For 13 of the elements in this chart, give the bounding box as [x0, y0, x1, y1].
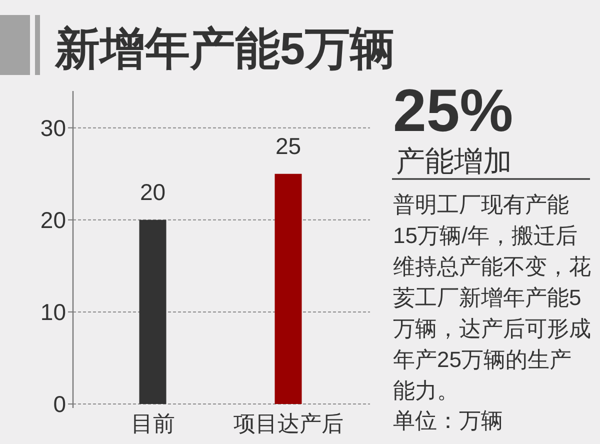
x-tick-label: 项目达产后 [233, 411, 344, 436]
y-tick-label: 30 [40, 114, 66, 141]
y-tick-label: 20 [40, 206, 66, 233]
text: 单位：万辆 [393, 408, 503, 433]
y-tick-label: 10 [40, 298, 66, 325]
x-tick-label: 目前 [130, 411, 175, 436]
y-tick-label: 0 [53, 391, 66, 417]
data-label: 20 [140, 178, 166, 205]
text: 25% [393, 77, 514, 144]
chart-title: 新增年产能5万辆 [54, 23, 396, 74]
data-label: 25 [275, 132, 302, 159]
text: 产能增加 [396, 146, 512, 178]
text: 普明工厂现有产能15万辆/年，搬迁后维持总产能不变，花荄工厂新增年产能5万辆，达产后可形成年产25万辆的生产能力。 [393, 192, 591, 403]
